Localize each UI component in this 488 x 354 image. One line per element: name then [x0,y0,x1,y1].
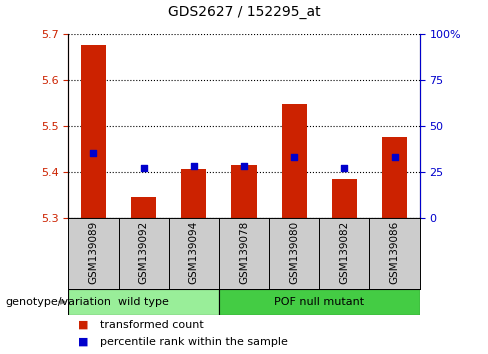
Text: ■: ■ [78,320,89,330]
Point [290,154,298,160]
Point [391,154,399,160]
Text: percentile rank within the sample: percentile rank within the sample [100,337,288,347]
FancyBboxPatch shape [68,289,219,315]
FancyBboxPatch shape [219,289,420,315]
Text: transformed count: transformed count [100,320,204,330]
Text: GSM139086: GSM139086 [389,221,400,285]
Text: wild type: wild type [118,297,169,307]
Text: GSM139092: GSM139092 [139,221,149,285]
Point [341,165,348,171]
Text: GSM139080: GSM139080 [289,221,299,284]
Bar [81,45,106,218]
Bar [332,178,357,218]
Point [140,165,147,171]
Point [240,163,248,169]
Text: ■: ■ [78,337,89,347]
Bar [382,137,407,218]
Text: GSM139089: GSM139089 [88,221,99,285]
Text: GSM139078: GSM139078 [239,221,249,285]
Text: genotype/variation: genotype/variation [5,297,111,307]
Bar [231,165,257,218]
Text: POF null mutant: POF null mutant [274,297,365,307]
Bar [282,104,307,218]
Point [89,150,97,156]
Text: GSM139094: GSM139094 [189,221,199,285]
Point [190,163,198,169]
Text: GDS2627 / 152295_at: GDS2627 / 152295_at [168,5,320,19]
Bar [181,169,206,218]
Bar [131,197,156,218]
Text: GSM139082: GSM139082 [339,221,349,285]
